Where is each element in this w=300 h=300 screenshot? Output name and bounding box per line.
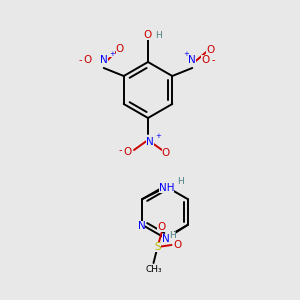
Text: O: O bbox=[173, 240, 181, 250]
Text: N: N bbox=[100, 55, 108, 65]
Text: H: H bbox=[169, 232, 176, 241]
Text: S: S bbox=[154, 242, 161, 252]
Text: +: + bbox=[183, 51, 189, 57]
Text: +: + bbox=[155, 133, 161, 139]
Text: NH: NH bbox=[159, 183, 174, 193]
Text: O: O bbox=[158, 222, 166, 232]
Text: O: O bbox=[162, 148, 170, 158]
Text: O: O bbox=[201, 55, 209, 65]
Text: -: - bbox=[212, 55, 215, 65]
Text: N: N bbox=[188, 55, 196, 65]
Text: -: - bbox=[79, 55, 83, 65]
Text: +: + bbox=[109, 51, 115, 57]
Text: O: O bbox=[124, 147, 132, 157]
Text: CH₃: CH₃ bbox=[145, 266, 162, 274]
Text: N: N bbox=[162, 234, 170, 244]
Text: H: H bbox=[154, 31, 161, 40]
Text: N: N bbox=[146, 137, 154, 147]
Text: H: H bbox=[177, 178, 184, 187]
Text: O: O bbox=[84, 55, 92, 65]
Text: O: O bbox=[116, 44, 124, 54]
Text: N: N bbox=[138, 221, 146, 231]
Text: O: O bbox=[144, 30, 152, 40]
Text: -: - bbox=[118, 145, 122, 155]
Text: O: O bbox=[206, 45, 214, 55]
